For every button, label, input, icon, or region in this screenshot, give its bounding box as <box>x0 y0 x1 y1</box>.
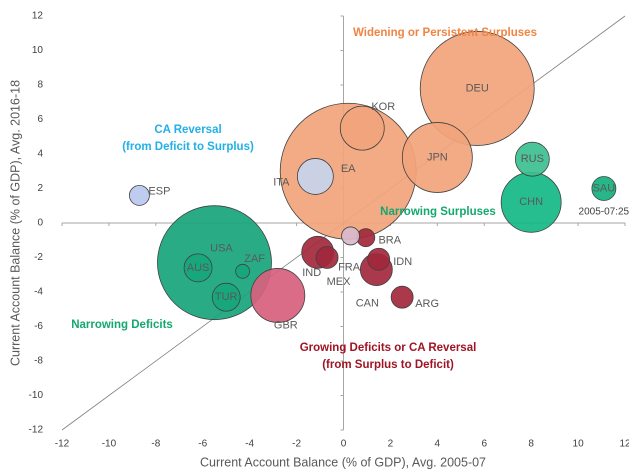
annotation: Widening or Persistent Surpluses <box>353 27 537 39</box>
annotation: (from Surplus to Deficit) <box>322 359 454 371</box>
bubble-label: IDN <box>393 256 412 268</box>
y-tick-label: -6 <box>34 321 43 332</box>
bubble-label: DEU <box>466 82 489 94</box>
bubble <box>591 176 617 201</box>
x-tick-label: -10 <box>102 439 117 450</box>
bubble-label: MEX <box>327 276 352 288</box>
annotation: Narrowing Surpluses <box>380 206 496 218</box>
x-tick-label: 6 <box>481 439 487 450</box>
bubble <box>514 141 550 177</box>
x-tick-label: 2 <box>388 439 394 450</box>
x-tick-label: -4 <box>245 439 254 450</box>
bubble-label: USA <box>210 243 233 255</box>
bubble-label: KOR <box>371 101 395 113</box>
y-tick-label: 2 <box>37 183 43 194</box>
annotation: (from Deficit to Surplus) <box>122 141 254 153</box>
x-tick-label: 12 <box>619 439 629 450</box>
bubble-label: RUS <box>521 153 544 165</box>
bubble-label: FRA <box>338 261 361 273</box>
annotation: 2005-07:25.4 <box>579 207 629 218</box>
bubble <box>211 282 241 312</box>
annotation: Narrowing Deficits <box>71 319 173 331</box>
y-tick-label: 10 <box>32 45 44 56</box>
bubble-label: IND <box>302 267 321 279</box>
x-tick-label: 4 <box>435 439 441 450</box>
bubble <box>339 105 385 151</box>
bubble-label: BRA <box>378 235 401 247</box>
bubble-label: GBR <box>274 319 298 331</box>
bubble-label: SAU <box>593 182 616 194</box>
x-tick-label: 0 <box>341 439 347 450</box>
x-tick-label: 10 <box>573 439 585 450</box>
x-tick-label: -6 <box>198 439 207 450</box>
bubble <box>315 246 339 269</box>
bubble-label: ZAF <box>244 253 265 265</box>
y-axis-title: Current Account Balance (% of GDP), Avg.… <box>8 80 22 366</box>
y-tick-label: 12 <box>32 11 44 22</box>
y-tick-label: -4 <box>34 287 43 298</box>
bubble <box>183 253 213 283</box>
bubble <box>419 31 535 146</box>
y-tick-label: -10 <box>29 390 44 401</box>
bubble <box>341 226 360 246</box>
bubble-label: CAN <box>356 297 379 309</box>
bubble-label: EA <box>341 163 356 175</box>
y-tick-label: -12 <box>29 425 44 436</box>
y-tick-label: 4 <box>37 149 43 160</box>
bubble <box>367 247 391 271</box>
bubble-label: ESP <box>148 185 170 197</box>
bubble-label: CHN <box>519 196 543 208</box>
bubble <box>157 205 272 321</box>
bubble-label: ITA <box>273 176 290 188</box>
bubble-label: AUS <box>187 262 210 274</box>
bubble-label: TUR <box>215 291 238 303</box>
bubble <box>296 158 334 195</box>
annotation: Growing Deficits or CA Reversal <box>300 342 477 354</box>
bubble <box>235 263 251 279</box>
bubble <box>250 268 306 323</box>
x-tick-label: 8 <box>528 439 534 450</box>
y-tick-label: 6 <box>37 114 43 125</box>
bubble <box>401 122 473 193</box>
x-tick-label: -8 <box>151 439 160 450</box>
bubble <box>390 285 414 309</box>
y-tick-label: 0 <box>37 218 43 229</box>
annotation: CA Reversal <box>154 124 221 136</box>
bubble <box>129 184 150 206</box>
y-tick-label: -2 <box>34 252 43 263</box>
x-axis-title: Current Account Balance (% of GDP), Avg.… <box>200 455 486 469</box>
x-tick-label: -2 <box>292 439 301 450</box>
bubble-label: JPN <box>427 151 448 163</box>
y-tick-label: 8 <box>37 80 43 91</box>
bubble-label: ARG <box>415 298 439 310</box>
x-tick-label: -12 <box>55 439 70 450</box>
y-tick-label: -8 <box>34 356 43 367</box>
